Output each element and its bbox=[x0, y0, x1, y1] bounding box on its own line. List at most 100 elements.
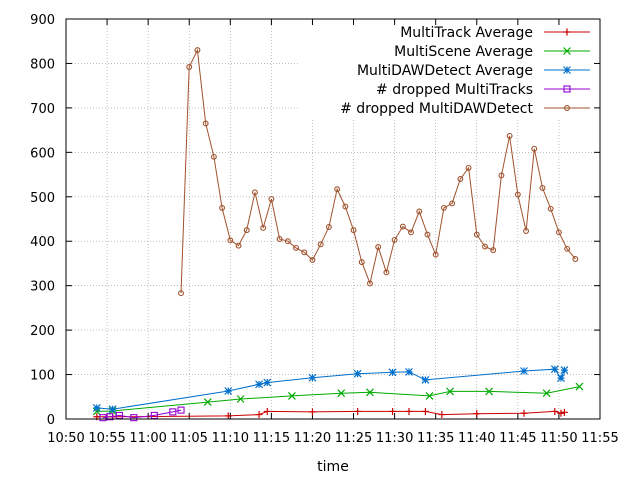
data-point-plus bbox=[563, 28, 571, 36]
data-point-star bbox=[108, 405, 117, 414]
data-point-square bbox=[99, 414, 107, 422]
data-point-circle bbox=[334, 186, 341, 193]
y-tick-label: 200 bbox=[30, 324, 55, 339]
data-point-circle bbox=[539, 184, 546, 191]
data-point-circle bbox=[408, 229, 414, 236]
data-point-plus bbox=[263, 407, 271, 415]
data-point-plus bbox=[405, 407, 413, 415]
data-point-cross bbox=[203, 398, 212, 407]
y-tick-label: 400 bbox=[30, 235, 55, 250]
series-line bbox=[180, 48, 576, 294]
series bbox=[92, 365, 569, 414]
data-point-cross bbox=[542, 389, 551, 398]
data-point-circle bbox=[498, 172, 505, 179]
data-point-square bbox=[106, 413, 114, 421]
data-point-circle bbox=[309, 256, 316, 263]
x-tick-label: 11:25 bbox=[335, 431, 372, 446]
legend-item: # dropped MultiTracks bbox=[376, 82, 590, 98]
data-point-cross bbox=[425, 391, 434, 400]
data-point-square bbox=[169, 408, 177, 416]
data-point-circle bbox=[432, 251, 439, 258]
x-tick-label: 11:00 bbox=[129, 431, 166, 446]
data-point-circle bbox=[202, 120, 209, 127]
data-point-square bbox=[130, 414, 138, 422]
data-point-circle bbox=[383, 269, 390, 276]
legend-label: MultiTrack Average bbox=[400, 25, 533, 41]
x-tick-label: 11:40 bbox=[458, 431, 495, 446]
data-point-circle bbox=[260, 224, 267, 231]
series bbox=[99, 406, 185, 422]
y-tick-label: 800 bbox=[30, 57, 55, 72]
data-point-circle bbox=[506, 132, 513, 139]
data-point-circle bbox=[235, 242, 242, 249]
data-point-cross bbox=[92, 407, 101, 416]
data-point-circle bbox=[325, 224, 332, 230]
data-point-square bbox=[150, 411, 158, 419]
data-point-square bbox=[177, 406, 185, 414]
data-point-plus bbox=[560, 408, 568, 416]
data-point-circle bbox=[572, 256, 579, 262]
legend: MultiTrack Average MultiScene Average Mult… bbox=[340, 25, 590, 117]
series-line bbox=[102, 409, 182, 419]
data-point-circle bbox=[531, 145, 538, 152]
x-tick-label: 11:20 bbox=[294, 431, 331, 446]
data-point-plus bbox=[421, 407, 429, 415]
data-point-circle bbox=[301, 249, 308, 256]
data-point-circle bbox=[268, 196, 275, 202]
y-axis-tick-labels: 0 100 200 300 400 500 600 700 800 900 bbox=[30, 13, 55, 428]
data-point-circle bbox=[490, 247, 497, 254]
data-point-circle bbox=[186, 64, 193, 70]
y-tick-label: 700 bbox=[30, 102, 55, 117]
series bbox=[93, 407, 568, 421]
data-point-circle bbox=[243, 227, 250, 234]
data-point-plus bbox=[473, 410, 481, 418]
x-tick-label: 11:55 bbox=[581, 431, 618, 446]
y-tick-label: 300 bbox=[30, 280, 55, 295]
data-point-cross bbox=[236, 395, 245, 403]
data-point-circle bbox=[391, 236, 398, 243]
data-point-plus bbox=[308, 408, 316, 416]
legend-item: MultiTrack Average bbox=[400, 25, 590, 41]
data-point-cross bbox=[446, 387, 454, 396]
data-point-plus bbox=[557, 409, 565, 417]
data-point-star bbox=[263, 378, 272, 387]
x-tick-label: 11:45 bbox=[499, 431, 536, 446]
x-axis-tick-labels: 10:50 10:55 11:00 11:05 11:10 11:15 11:20 11:25… bbox=[47, 431, 618, 446]
y-tick-label: 0 bbox=[47, 413, 55, 428]
x-tick-label: 10:55 bbox=[88, 431, 125, 446]
data-point-circle bbox=[440, 204, 447, 211]
data-point-cross bbox=[366, 388, 374, 397]
legend-item: MultiScene Average bbox=[394, 44, 590, 60]
x-tick-label: 11:10 bbox=[212, 431, 249, 446]
data-point-plus bbox=[551, 407, 559, 415]
data-point-circle bbox=[564, 245, 571, 252]
x-tick-label: 10:50 bbox=[47, 431, 84, 446]
data-point-circle bbox=[482, 243, 488, 250]
x-tick-label: 11:05 bbox=[170, 431, 207, 446]
data-point-circle bbox=[342, 203, 349, 210]
legend-label: # dropped MultiTracks bbox=[376, 82, 533, 98]
series-line bbox=[96, 386, 580, 412]
data-point-circle bbox=[178, 290, 184, 297]
series-line bbox=[96, 368, 565, 410]
data-point-cross bbox=[287, 391, 296, 400]
data-point-circle bbox=[465, 164, 472, 171]
data-point-star bbox=[92, 403, 101, 412]
data-point-star bbox=[421, 375, 430, 384]
data-point-circle bbox=[219, 204, 226, 211]
x-tick-label: 11:15 bbox=[253, 431, 290, 446]
data-point-square bbox=[115, 411, 123, 419]
series-line bbox=[96, 410, 565, 418]
data-point-plus bbox=[520, 409, 528, 417]
data-point-cross bbox=[485, 387, 494, 396]
data-point-circle bbox=[194, 47, 201, 54]
data-point-circle bbox=[210, 153, 217, 160]
data-point-circle bbox=[317, 241, 324, 248]
y-tick-label: 500 bbox=[30, 191, 55, 206]
data-point-circle bbox=[358, 259, 365, 266]
data-point-star bbox=[353, 369, 362, 378]
y-tick-label: 900 bbox=[30, 13, 55, 28]
data-point-plus bbox=[389, 407, 397, 415]
data-point-plus bbox=[255, 411, 263, 419]
legend-label: # dropped MultiDAWDetect bbox=[340, 101, 533, 117]
